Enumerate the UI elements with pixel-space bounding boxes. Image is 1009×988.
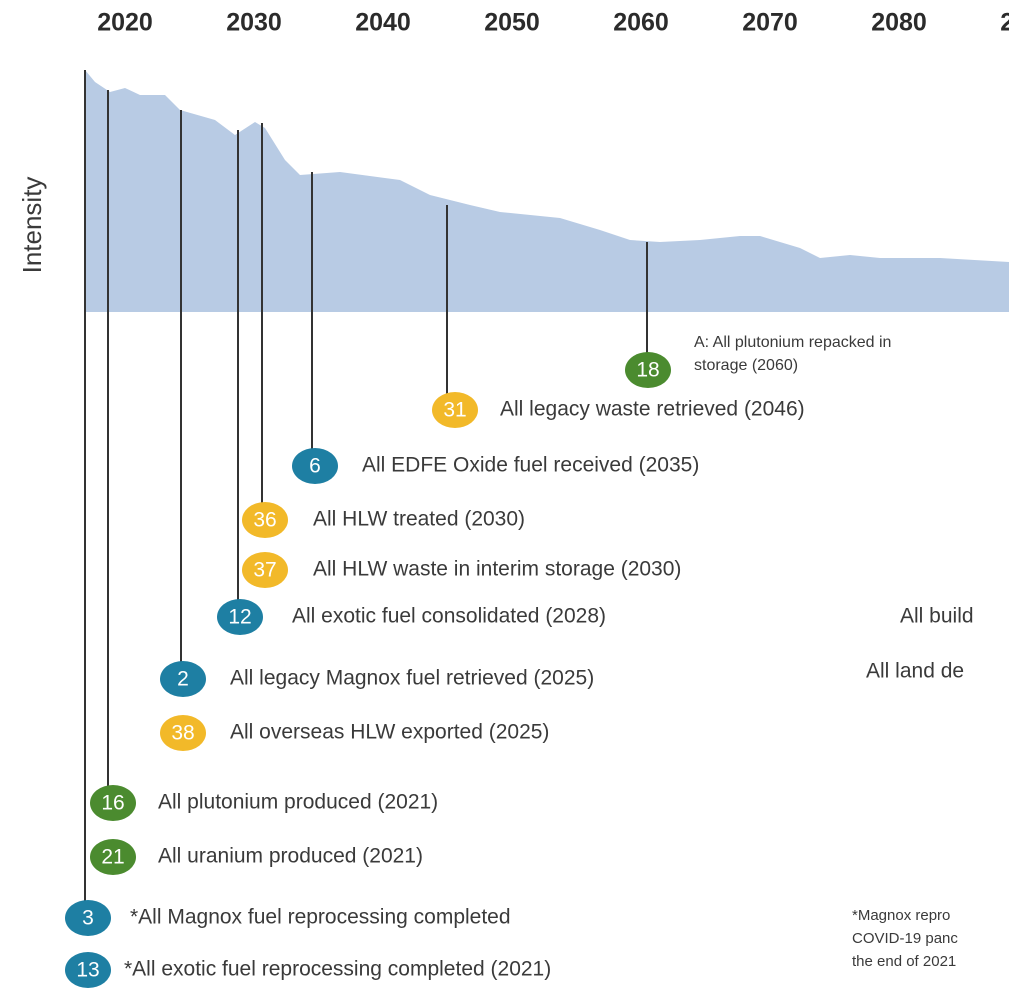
footnote: *Magnox repro <box>852 907 950 924</box>
milestone-number: 16 <box>101 792 124 815</box>
milestone-label: All overseas HLW exported (2025) <box>230 721 549 744</box>
milestone-label: All exotic fuel consolidated (2028) <box>292 605 606 628</box>
milestone-label: All legacy Magnox fuel retrieved (2025) <box>230 667 594 690</box>
year-label: 2050 <box>484 9 540 37</box>
year-label: 2080 <box>871 9 927 37</box>
year-label: 2040 <box>355 9 411 37</box>
milestone-number: 36 <box>253 509 276 532</box>
milestone-label: *All exotic fuel reprocessing completed … <box>124 958 551 981</box>
milestone-badge <box>292 448 338 484</box>
year-label: 2090 <box>1000 9 1009 37</box>
year-label: 2030 <box>226 9 282 37</box>
year-label: 2060 <box>613 9 669 37</box>
milestone-badge <box>217 599 263 635</box>
milestone-number: 13 <box>76 959 99 982</box>
milestone-number: 3 <box>82 907 94 930</box>
milestone-badge <box>432 392 478 428</box>
milestone-badge <box>160 715 206 751</box>
milestone-number: 31 <box>443 399 466 422</box>
milestone-label: All plutonium produced (2021) <box>158 791 438 814</box>
milestone-badge <box>242 502 288 538</box>
milestone-label: All HLW treated (2030) <box>313 508 525 531</box>
milestone-label: All EDFE Oxide fuel received (2035) <box>362 454 699 477</box>
milestone-number: 6 <box>309 455 321 478</box>
milestone-number: 37 <box>253 559 276 582</box>
milestone-number: 2 <box>177 668 189 691</box>
milestone-badge <box>65 900 111 936</box>
milestone-number: 12 <box>228 606 251 629</box>
milestone-number: 21 <box>101 846 124 869</box>
side-note: All land de <box>866 660 964 683</box>
milestone-badge <box>90 785 136 821</box>
milestone-number: 38 <box>171 722 194 745</box>
milestone-label: All legacy waste retrieved (2046) <box>500 398 805 421</box>
milestone-label: storage (2060) <box>694 357 798 374</box>
footnote: the end of 2021 <box>852 953 956 970</box>
milestone-badge <box>242 552 288 588</box>
milestone-number: 18 <box>636 359 659 382</box>
year-label: 2070 <box>742 9 798 37</box>
side-note: All build <box>900 605 974 628</box>
milestone-badge <box>90 839 136 875</box>
milestone-label: All uranium produced (2021) <box>158 845 423 868</box>
milestone-label: A: All plutonium repacked in <box>694 334 891 351</box>
milestone-label: *All Magnox fuel reprocessing completed <box>130 906 511 929</box>
year-label: 2020 <box>97 9 153 37</box>
intensity-area <box>85 70 1009 312</box>
axis-label: Intensity <box>17 177 47 274</box>
milestone-badge <box>65 952 111 988</box>
footnote: COVID-19 panc <box>852 930 958 947</box>
milestone-badge <box>625 352 671 388</box>
milestone-badge <box>160 661 206 697</box>
milestone-label: All HLW waste in interim storage (2030) <box>313 558 681 581</box>
